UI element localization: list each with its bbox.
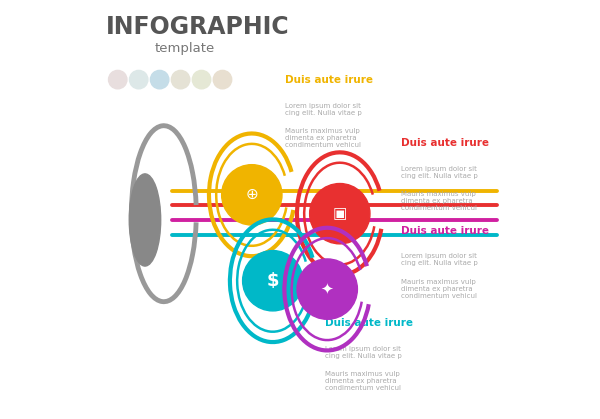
Circle shape — [109, 70, 127, 89]
Text: Lorem ipsum dolor sit
cing elit. Nulla vitae p: Lorem ipsum dolor sit cing elit. Nulla v… — [401, 166, 478, 178]
Text: Lorem ipsum dolor sit
cing elit. Nulla vitae p: Lorem ipsum dolor sit cing elit. Nulla v… — [325, 346, 402, 359]
Polygon shape — [134, 212, 146, 245]
Text: Mauris maximus vulp
dimenta ex pharetra
condimentum vehicul: Mauris maximus vulp dimenta ex pharetra … — [401, 279, 476, 299]
Text: ✦: ✦ — [321, 282, 334, 297]
Text: Mauris maximus vulp
dimenta ex pharetra
condimentum vehicul: Mauris maximus vulp dimenta ex pharetra … — [286, 128, 361, 148]
Text: ⊕: ⊕ — [245, 187, 258, 202]
Text: Duis aute irure: Duis aute irure — [401, 138, 488, 148]
Circle shape — [310, 184, 370, 244]
Text: $: $ — [266, 272, 279, 290]
Text: INFOGRAPHIC: INFOGRAPHIC — [106, 15, 289, 39]
Text: Duis aute irure: Duis aute irure — [401, 226, 488, 236]
Text: Lorem ipsum dolor sit
cing elit. Nulla vitae p: Lorem ipsum dolor sit cing elit. Nulla v… — [286, 103, 362, 116]
Text: template: template — [155, 41, 215, 55]
Circle shape — [193, 70, 211, 89]
Ellipse shape — [129, 174, 161, 266]
Text: Mauris maximus vulp
dimenta ex pharetra
condimentum vehicul: Mauris maximus vulp dimenta ex pharetra … — [401, 191, 476, 211]
Circle shape — [172, 70, 190, 89]
Circle shape — [151, 70, 169, 89]
Circle shape — [242, 251, 303, 311]
Circle shape — [297, 259, 358, 319]
Text: Duis aute irure: Duis aute irure — [286, 75, 373, 85]
Text: ▣: ▣ — [332, 206, 347, 221]
Text: Lorem ipsum dolor sit
cing elit. Nulla vitae p: Lorem ipsum dolor sit cing elit. Nulla v… — [401, 253, 478, 266]
Text: Mauris maximus vulp
dimenta ex pharetra
condimentum vehicul: Mauris maximus vulp dimenta ex pharetra … — [325, 371, 401, 391]
Circle shape — [221, 165, 282, 225]
Text: Duis aute irure: Duis aute irure — [325, 318, 413, 328]
Circle shape — [213, 70, 232, 89]
Circle shape — [130, 70, 148, 89]
